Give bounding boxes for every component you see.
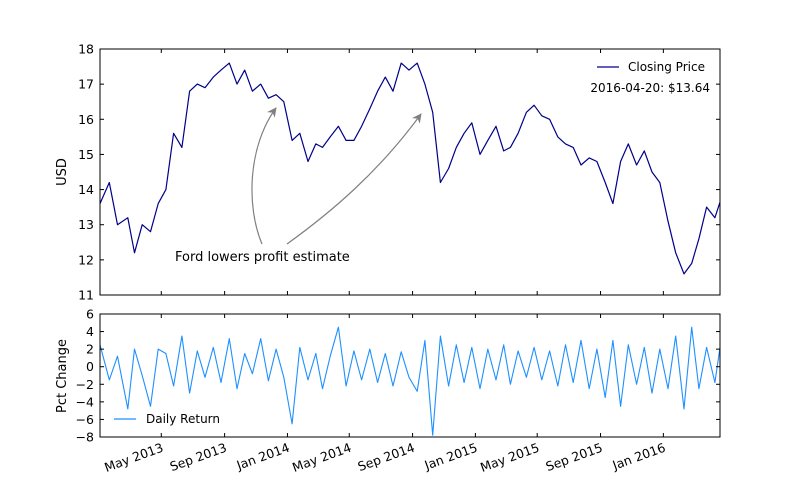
price-y-tick-label: 13 xyxy=(78,217,94,232)
return-legend: Daily Return xyxy=(114,412,220,426)
last-price-annotation: 2016-04-20: $13.64 xyxy=(590,81,710,95)
return-y-tick-label: −6 xyxy=(76,412,94,427)
annotation-text: Ford lowers profit estimate xyxy=(175,250,350,265)
price-y-ticks: 11 12 13 14 15 16 17 18 xyxy=(78,42,720,303)
return-axes-frame xyxy=(99,313,721,438)
price-legend: Closing Price xyxy=(597,60,705,74)
price-series-layer xyxy=(100,62,720,275)
return-legend-label: Daily Return xyxy=(146,412,220,426)
price-series-line xyxy=(100,62,720,275)
price-y-tick-label: 15 xyxy=(78,147,94,162)
price-y-tick-label: 11 xyxy=(78,288,94,303)
return-y-tick-label: 6 xyxy=(86,307,94,322)
price-x-ticks xyxy=(160,49,664,295)
price-y-tick-label: 16 xyxy=(78,112,94,127)
return-x-ticks xyxy=(160,314,664,437)
return-y-tick-label: −4 xyxy=(76,394,94,409)
return-y-tick-label: −2 xyxy=(76,377,94,392)
price-panel: 11 12 13 14 15 16 17 18 USD Closing Price 2016-… xyxy=(55,42,721,303)
annotation-arrow-jan-2014 xyxy=(251,107,277,245)
return-y-ticks: −8 −6 −4 −2 0 2 4 6 xyxy=(76,307,720,445)
return-y-tick-label: 0 xyxy=(86,359,94,374)
price-y-tick-label: 14 xyxy=(78,182,94,197)
return-series-layer xyxy=(100,326,720,436)
profit-estimate-annotation: Ford lowers profit estimate xyxy=(175,107,422,265)
price-legend-label: Closing Price xyxy=(628,60,705,74)
price-y-tick-label: 18 xyxy=(78,42,94,57)
price-y-tick-label: 17 xyxy=(78,77,94,92)
return-y-tick-label: 4 xyxy=(86,324,94,339)
price-y-axis-label: USD xyxy=(55,158,70,186)
price-y-tick-label: 12 xyxy=(78,252,94,267)
return-y-axis-label: Pct Change xyxy=(55,339,70,413)
return-series-line xyxy=(100,326,720,436)
return-y-tick-label: 2 xyxy=(86,342,94,357)
annotation-arrow-sep-2014 xyxy=(286,113,422,245)
return-panel: −8 −6 −4 −2 0 2 4 6 Pct Change Daily Return xyxy=(55,307,721,445)
price-axes-frame xyxy=(99,48,721,296)
return-y-tick-label: −8 xyxy=(76,430,94,445)
